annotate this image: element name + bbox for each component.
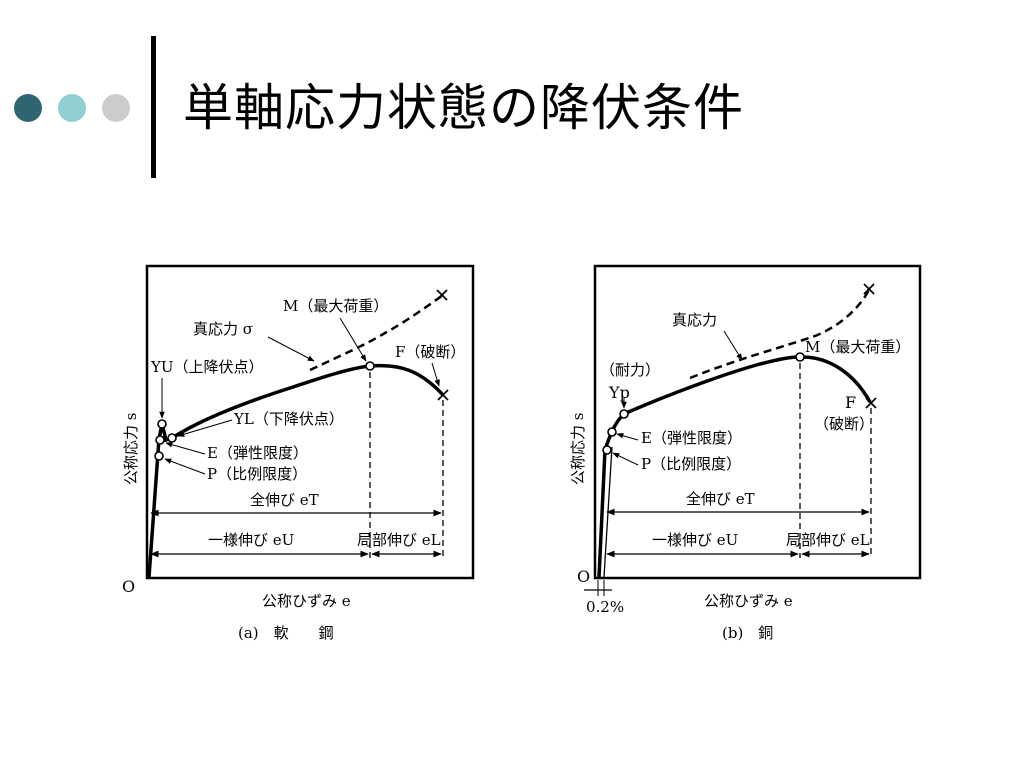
diagram-a-label-e: E（弾性限度） [207, 444, 308, 462]
diagram-a-label-yu: YU（上降伏点） [150, 358, 264, 376]
decor-dot-gray [102, 94, 130, 122]
diagram-b-point-p [602, 445, 612, 455]
diagram-a-xlabel: 公称ひずみ e [262, 592, 351, 610]
diagram-a-leader-true [267, 336, 315, 362]
diagram-b-label-local: 局部伸び eL [786, 531, 870, 549]
diagram-b-label-f-note: （破断） [814, 415, 874, 433]
diagram-a-leader-f [431, 362, 440, 387]
diagram-b: 真応力 M（最大荷重） （耐力） Yp F （破断） E（弾性限度） P（比例限… [569, 264, 922, 642]
diagram-b-label-uniform: 一様伸び eU [652, 531, 738, 549]
diagram-a-label-total: 全伸び eT [250, 491, 319, 509]
diagram-b-label-m: M（最大荷重） [805, 338, 910, 356]
diagram-b-cross-true [863, 283, 875, 295]
diagram-b-label-yp: Yp [608, 383, 630, 402]
diagram-b-point-yp [619, 409, 629, 419]
diagram-a-frame [145, 264, 475, 580]
diagram-a-label-f: F（破断） [395, 343, 465, 361]
diagram-a-leader-m [339, 317, 367, 362]
diagram-a-label-uniform: 一様伸び eU [208, 531, 294, 549]
diagram-b-ylabel: 公称応力 s [569, 413, 587, 485]
diagram-a-label-local: 局部伸び eL [357, 531, 441, 549]
diagram-a-point-m [365, 361, 375, 371]
diagram-b-point-e [607, 427, 617, 437]
diagram-a-label-m: M（最大荷重） [283, 297, 388, 315]
diagram-a-origin: O [122, 577, 135, 596]
diagram-a-point-p [154, 451, 164, 461]
diagram-a-leader-yl [177, 419, 233, 437]
diagram-b-origin: O [577, 567, 590, 586]
diagram-a-label-true-stress: 真応力 σ [193, 320, 253, 338]
diagram-b-xlabel: 公称ひずみ e [704, 592, 793, 610]
decor-dot-light [58, 94, 86, 122]
diagram-a-label-p: P（比例限度） [207, 465, 307, 483]
diagram-b-point-m [795, 352, 805, 362]
diagram-a-cross-fracture [437, 389, 449, 401]
diagram-a-point-yu [157, 419, 167, 429]
title-divider [151, 36, 156, 178]
diagram-b-label-p: P（比例限度） [641, 455, 741, 473]
diagram-a-leader-p [164, 458, 206, 475]
diagram-b-offset-label: 0.2% [586, 598, 624, 616]
diagram-b-leader-e [616, 433, 639, 441]
slide-title: 単軸応力状態の降伏条件 [183, 79, 744, 137]
diagram-a-cross-true [436, 289, 448, 301]
diagram-b-frame [593, 264, 922, 580]
diagram-b-cross-fracture [865, 397, 877, 409]
diagram-a-label-yl: YL（下降伏点） [233, 410, 344, 428]
diagram-a-ylabel: 公称応力 s [122, 413, 140, 485]
diagram-b-caption: (b) 銅 [722, 624, 773, 642]
diagram-b-leader-true [723, 330, 743, 361]
diagram-b-label-true-stress: 真応力 [672, 311, 717, 329]
diagram-b-label-e: E（弾性限度） [641, 429, 742, 447]
diagram-b-label-total: 全伸び eT [686, 490, 755, 508]
diagram-b-label-proof: （耐力） [600, 361, 660, 379]
diagram-a-nominal-curve [147, 363, 445, 578]
diagram-a-point-e [155, 435, 165, 445]
diagram-a-leader-e [165, 442, 206, 455]
diagram-a-point-yl [167, 433, 177, 443]
diagram-a-true-stress-curve [309, 293, 444, 372]
diagram-b-nominal-curve [597, 355, 872, 578]
decor-dot-dark [14, 94, 42, 122]
diagram-b-true-stress-curve [689, 287, 872, 380]
diagram-b-leader-p [612, 452, 639, 466]
diagram-a: M（最大荷重） 真応力 σ F（破断） YU（上降伏点） YL（下降伏点） E（… [122, 264, 475, 642]
diagram-b-label-f: F [845, 393, 856, 412]
diagram-a-caption: (a) 軟 鋼 [238, 624, 334, 642]
